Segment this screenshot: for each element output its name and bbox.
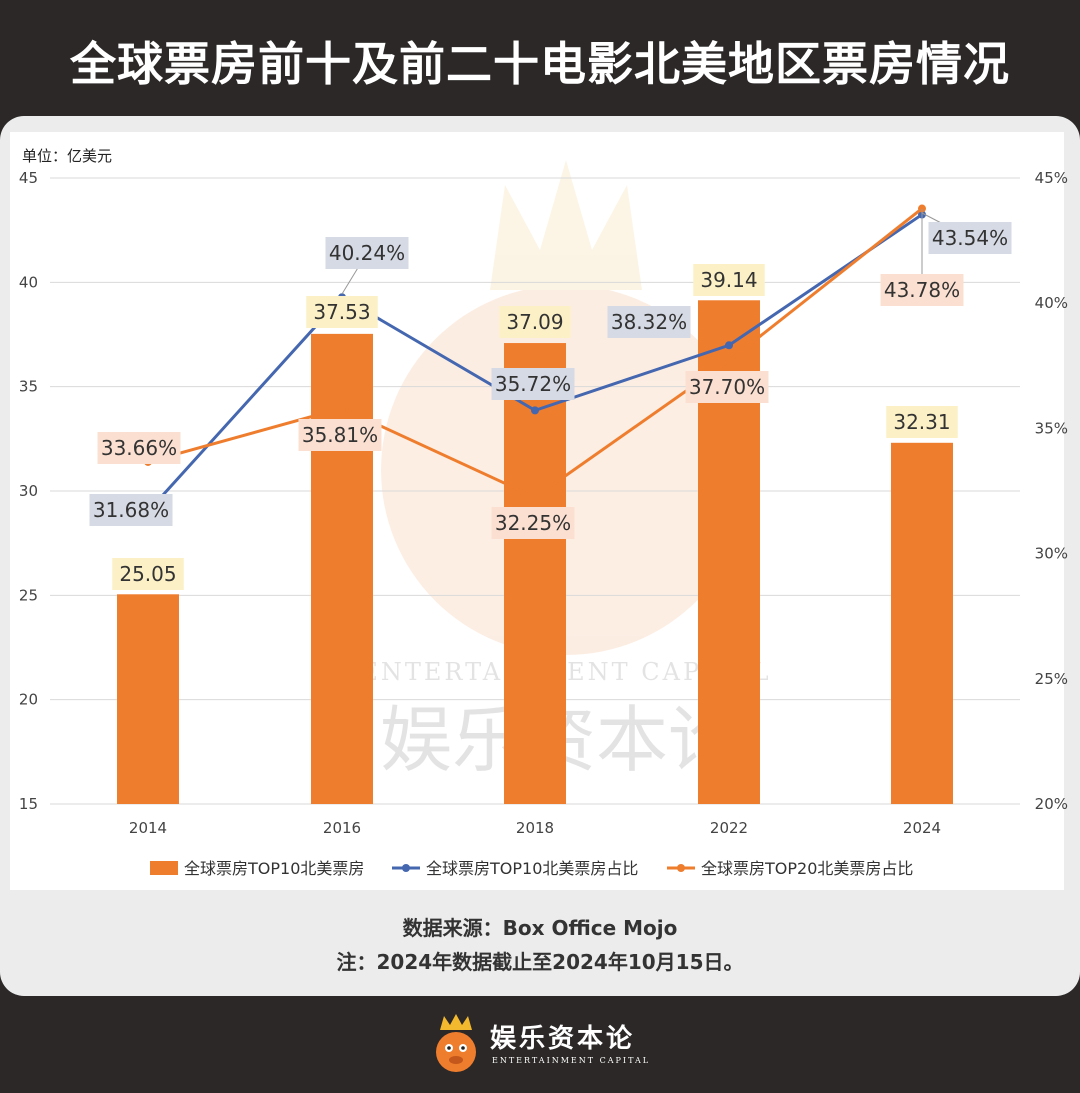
data-labels: 25.05 37.53 37.09 39.14 32.31 31.68% 40.24% 35.… (89, 209, 1012, 590)
source-text: 数据来源：Box Office Mojo (402, 916, 678, 940)
line-point (531, 493, 539, 502)
y-left-tick-label: 30 (19, 482, 38, 500)
legend-label: 全球票房TOP10北美票房 (184, 859, 364, 878)
bar (504, 343, 566, 804)
top10-share-label-bg (325, 237, 409, 269)
x-tick-label: 2018 (516, 819, 554, 837)
x-tick-label: 2016 (323, 819, 361, 837)
line-point (725, 356, 733, 365)
watermark-crown-icon (490, 160, 642, 290)
bar-value-label: 37.53 (313, 300, 370, 324)
line-point (725, 341, 733, 350)
top20-share-label-bg (685, 371, 769, 403)
top20-share-label: 33.66% (101, 436, 177, 460)
bar-value-label-bg (499, 306, 571, 338)
top10-share-label-bg (928, 222, 1012, 254)
y-left-tick-label: 40 (19, 273, 38, 291)
bar-value-label-bg (306, 296, 378, 328)
bar-value-label-bg (112, 558, 184, 590)
top10-share-label-bg (89, 494, 173, 526)
legend-label: 全球票房TOP20北美票房占比 (701, 859, 913, 878)
line-point (531, 406, 539, 415)
top20-share-label: 43.78% (884, 278, 960, 302)
top20-share-label-bg (880, 274, 964, 306)
page-title: 全球票房前十及前二十电影北美地区票房情况 (70, 37, 1010, 91)
brand-name: 娱乐资本论 (490, 1024, 636, 1054)
top20-share-label-bg (298, 419, 382, 451)
y-right-tick-label: 45% (1035, 169, 1068, 187)
line-point (918, 204, 926, 213)
brand-subtitle: ENTERTAINMENT CAPITAL (492, 1056, 651, 1065)
x-tick-label: 2014 (129, 819, 167, 837)
bar-value-label: 32.31 (893, 410, 950, 434)
top20-share-label: 32.25% (495, 511, 571, 535)
top10-share-label: 40.24% (329, 241, 405, 265)
line-point (338, 404, 346, 413)
y-right-tick-label: 30% (1035, 545, 1068, 563)
y-right-tick-label: 25% (1035, 670, 1068, 688)
bar-value-label: 25.05 (119, 562, 176, 586)
bar-value-label: 39.14 (700, 268, 757, 292)
top10-share-label: 38.32% (611, 310, 687, 334)
top20-share-label-bg (491, 507, 575, 539)
crowned-mascot-icon (436, 1014, 476, 1072)
legend-marker (402, 864, 410, 872)
bar-value-label-bg (886, 406, 958, 438)
legend: 全球票房TOP10北美票房 全球票房TOP10北美票房占比 全球票房TOP20北美票… (150, 859, 913, 878)
legend-marker (677, 864, 685, 872)
top10-share-label-bg (491, 368, 575, 400)
bar-value-label-bg (693, 264, 765, 296)
brand-logo: 娱乐资本论 ENTERTAINMENT CAPITAL (426, 1012, 666, 1076)
top10-share-label: 43.54% (932, 226, 1008, 250)
y-left-tick-label: 15 (19, 795, 38, 813)
bar (311, 333, 373, 804)
top10-share-label: 31.68% (93, 498, 169, 522)
unit-label: 单位：亿美元 (22, 147, 112, 165)
y-left-tick-label: 35 (19, 378, 38, 396)
line-series (144, 204, 926, 516)
top20-share-label: 35.81% (302, 423, 378, 447)
y-right-tick-label: 40% (1035, 294, 1068, 312)
bar (117, 594, 179, 804)
y-right-tick-label: 35% (1035, 419, 1068, 437)
x-tick-label: 2024 (903, 819, 941, 837)
top20-share-label: 37.70% (689, 375, 765, 399)
footnote-text: 注：2024年数据截止至2024年10月15日。 (336, 950, 744, 974)
y-left-tick-label: 20 (19, 691, 38, 709)
top20-share-label-bg (97, 432, 181, 464)
y-left-tick-label: 45 (19, 169, 38, 187)
top10-share-label-bg (607, 306, 691, 338)
y-left-tick-label: 25 (19, 586, 38, 604)
x-tick-label: 2022 (710, 819, 748, 837)
y-right-tick-label: 20% (1035, 795, 1068, 813)
top10-share-label: 35.72% (495, 372, 571, 396)
bar (891, 442, 953, 804)
legend-bar-swatch (150, 861, 178, 875)
legend-label: 全球票房TOP10北美票房占比 (426, 859, 638, 878)
bar-value-label: 37.09 (506, 310, 563, 334)
axes: 15 20 25 30 35 40 45 20% 25% 30% 35% 40% 45% 2014 2016… (19, 169, 1068, 837)
